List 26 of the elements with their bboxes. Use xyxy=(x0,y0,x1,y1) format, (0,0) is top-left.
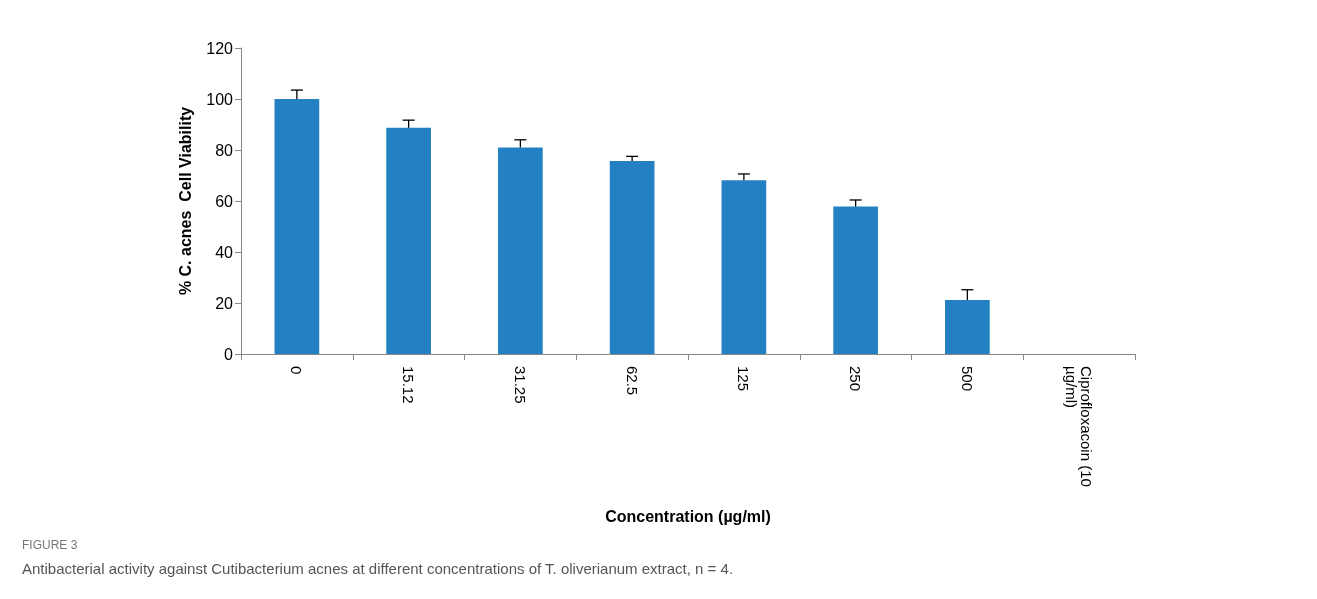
y-axis-title: % C. acnes Cell Viability xyxy=(176,106,194,296)
x-tick-label: 125 xyxy=(735,366,753,392)
bar xyxy=(386,127,431,354)
bar xyxy=(609,160,655,354)
x-tick-label: Ciprofloxacoin (10 µg/ml) xyxy=(1063,366,1096,492)
bar xyxy=(498,147,543,354)
y-tick-label: 20 xyxy=(215,294,234,312)
bar xyxy=(721,180,767,354)
x-tick-label: 15.12 xyxy=(400,366,418,404)
caption: FIGURE 3 xyxy=(22,538,78,552)
y-tick-label: 120 xyxy=(206,39,234,57)
bar xyxy=(945,299,990,354)
x-axis-title: Concentration (µg/ml) xyxy=(605,507,771,525)
y-tick-label: 80 xyxy=(215,141,234,159)
y-tick-label: 40 xyxy=(215,243,234,261)
x-tick-label: 0 xyxy=(288,366,306,375)
x-tick-label: 31.25 xyxy=(511,366,529,404)
bar xyxy=(833,206,878,354)
text: Antibacterial activity against Cutibacterium acnes at different concentrations of T. oliverianum extract, n = 4. xyxy=(22,560,734,577)
x-tick-label: 62.5 xyxy=(623,366,641,396)
x-tick-label: 500 xyxy=(958,366,976,392)
bar xyxy=(274,99,320,354)
x-tick-label: 250 xyxy=(847,366,865,392)
y-tick-label: 0 xyxy=(224,345,234,363)
y-tick-label: 100 xyxy=(206,90,234,108)
y-tick-label: 60 xyxy=(215,192,234,210)
